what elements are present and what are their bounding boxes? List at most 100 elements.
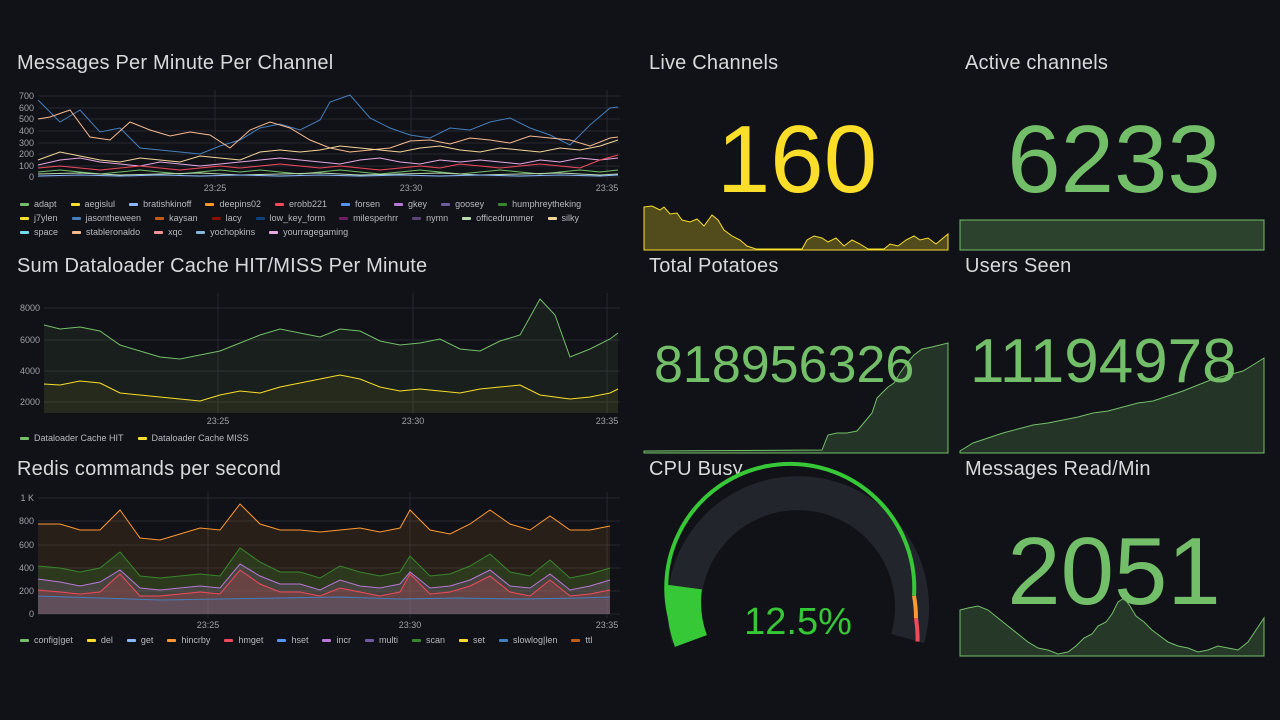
dataloader-chart[interactable]: 8000 6000 4000 2000 23:25 23:30 23:35 [0, 203, 640, 453]
legend-swatch [196, 230, 206, 234]
legend-item[interactable]: config|get [20, 635, 73, 645]
legend-item[interactable]: erobb221 [274, 199, 327, 209]
legend-item[interactable]: scan [411, 635, 445, 645]
gauge-threshold-red [914, 618, 920, 642]
y-tick: 800 [19, 516, 34, 526]
legend-item[interactable]: Dataloader Cache MISS [137, 433, 249, 443]
legend-label: multi [378, 635, 398, 645]
legend-label: jasontheween [85, 213, 142, 223]
stat-value: 2051 [1007, 518, 1221, 625]
legend-item[interactable]: nymn [412, 213, 448, 223]
panel-title: Redis commands per second [17, 458, 282, 480]
legend-swatch [126, 638, 136, 642]
y-tick: 8000 [20, 303, 40, 313]
legend-item[interactable]: kaysan [155, 213, 198, 223]
legend-swatch [547, 216, 557, 220]
series-area [38, 564, 610, 614]
legend-item[interactable]: jasontheween [71, 213, 142, 223]
legend-label: Dataloader Cache HIT [34, 433, 124, 443]
legend-label: officedrummer [476, 213, 534, 223]
legend-item[interactable]: humphreytheking [498, 199, 581, 209]
legend-item[interactable]: hmget [224, 635, 263, 645]
y-tick: 2000 [20, 397, 40, 407]
legend-label: hset [291, 635, 309, 645]
legend-item[interactable]: set [459, 635, 485, 645]
legend-item[interactable]: silky [547, 213, 580, 223]
series-line [37, 157, 619, 167]
legend-item[interactable]: yochopkins [196, 227, 255, 237]
legend-swatch [224, 638, 234, 642]
legend-label: space [34, 227, 59, 237]
legend-item[interactable]: incr [322, 635, 351, 645]
legend-item[interactable]: forsen [341, 199, 380, 209]
legend-item[interactable]: j7ylen [20, 213, 58, 223]
legend-swatch [20, 202, 29, 206]
legend-swatch [322, 638, 332, 642]
y-tick: 4000 [20, 366, 40, 376]
legend-item[interactable]: lacy [211, 213, 242, 223]
legend-item[interactable]: aegislul [70, 199, 115, 209]
legend-label: set [473, 635, 486, 645]
messages-per-minute-chart[interactable]: 700 600 500 400 300 200 100 0 23:25 23:3… [0, 0, 640, 250]
legend-item[interactable]: hincrby [167, 635, 210, 645]
legend-item[interactable]: hset [277, 635, 308, 645]
legend-item[interactable]: stableronaldo [72, 227, 140, 237]
gauge-track [667, 476, 929, 644]
series-line [37, 547, 611, 579]
legend-label: hmget [238, 635, 264, 645]
legend-label: kaysan [169, 213, 198, 223]
legend-swatch [211, 216, 221, 220]
legend-item[interactable]: slowlog|len [499, 635, 557, 645]
legend-item[interactable]: deepins02 [205, 199, 261, 209]
legend-item[interactable]: ttl [571, 635, 592, 645]
sparkline [959, 357, 1265, 454]
y-tick: 400 [19, 563, 34, 573]
legend-item[interactable]: Dataloader Cache HIT [20, 433, 124, 443]
stat-value: 6233 [1007, 106, 1221, 213]
redis-chart[interactable]: 1 K 800 600 400 200 0 23:25 23:30 23:35 [0, 406, 640, 666]
legend-item[interactable]: xqc [154, 227, 182, 237]
legend-item[interactable]: get [126, 635, 153, 645]
series-line [37, 172, 619, 176]
legend-item[interactable]: low_key_form [255, 213, 325, 223]
x-tick: 23:30 [400, 183, 423, 193]
legend-item[interactable]: del [86, 635, 113, 645]
x-tick: 23:30 [399, 620, 422, 630]
legend-item[interactable]: milesperhrr [339, 213, 398, 223]
legend-item[interactable]: officedrummer [462, 213, 534, 223]
miss-area [44, 375, 618, 413]
y-tick: 0 [29, 172, 34, 182]
y-tick: 300 [19, 138, 34, 148]
legend-item[interactable]: space [20, 227, 58, 237]
gauge-threshold-orange [912, 595, 919, 619]
legend-label: bratishkinoff [143, 199, 192, 209]
y-tick: 600 [19, 103, 34, 113]
legend-item[interactable]: multi [364, 635, 398, 645]
stat-value: 160 [716, 106, 878, 213]
panel-title: Sum Dataloader Cache HIT/MISS Per Minute [17, 255, 428, 277]
sparkline [643, 342, 949, 454]
series-line [37, 563, 611, 591]
gauge-threshold-green [664, 461, 917, 643]
legend-item[interactable]: goosey [441, 199, 484, 209]
legend-label: Dataloader Cache MISS [151, 433, 249, 443]
legend-item[interactable]: gkey [394, 199, 427, 209]
legend-item[interactable]: adapt [20, 199, 57, 209]
hit-area [44, 299, 618, 413]
x-tick: 23:35 [596, 183, 619, 193]
legend-label: silky [561, 213, 580, 223]
legend-label: xqc [168, 227, 183, 237]
legend-swatch [155, 216, 165, 220]
legend-label: del [100, 635, 113, 645]
legend-swatch [154, 230, 164, 234]
legend-label: slowlog|len [513, 635, 558, 645]
chart-legend: adapt aegislul bratishkinoff deepins02 erobb… [20, 199, 620, 237]
legend-item[interactable]: bratishkinoff [129, 199, 191, 209]
legend-item[interactable]: yourragegaming [269, 227, 348, 237]
legend-swatch [274, 202, 284, 206]
panel-title: Messages Per Minute Per Channel [17, 52, 334, 74]
legend-label: ttl [585, 635, 593, 645]
miss-line [43, 374, 619, 402]
legend-swatch [269, 230, 279, 234]
x-tick: 23:25 [204, 183, 227, 193]
